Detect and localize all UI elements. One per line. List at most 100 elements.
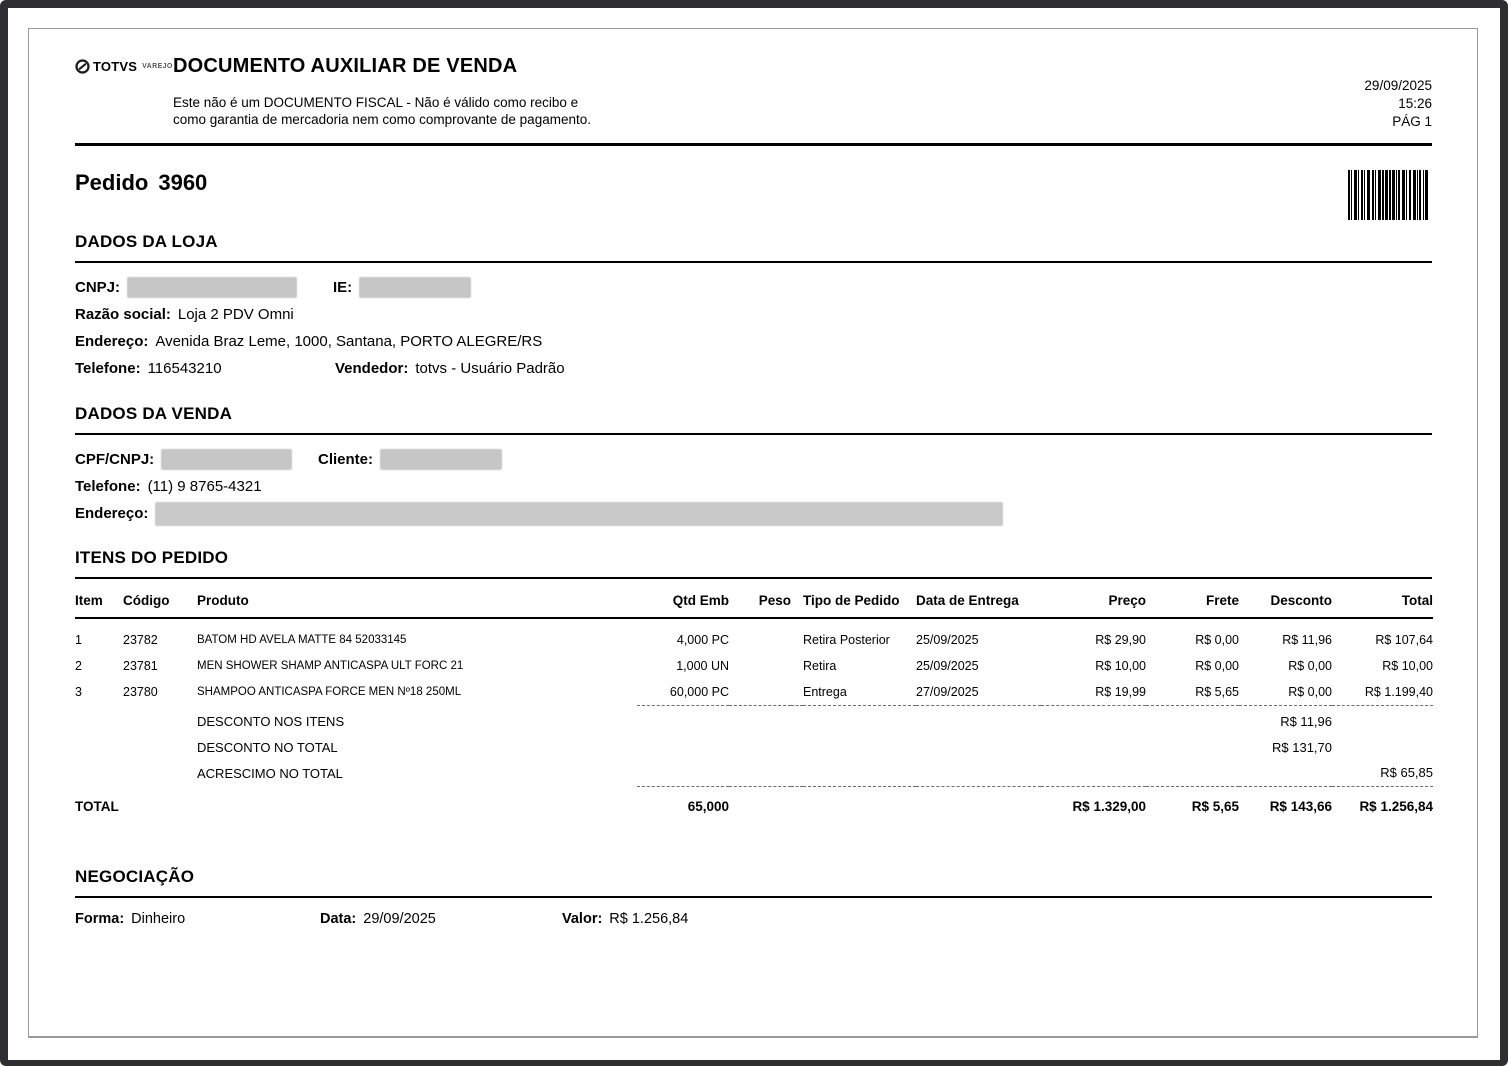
sale-endereco-label: Endereço: <box>75 505 149 522</box>
item-1-produto: BATOM HD AVELA MATTE 84 52033145 <box>197 634 407 646</box>
store-telefone-value: 116543210 <box>147 360 222 377</box>
order-title-label: Pedido <box>75 170 149 195</box>
item-3-produto: SHAMPOO ANTICASPA FORCE MEN Nº18 250ML <box>197 686 462 698</box>
order-row: Pedido 3960 <box>75 170 1432 220</box>
item-1-entrega: 25/09/2025 <box>916 633 979 647</box>
item-1-total: R$ 107,64 <box>1375 633 1433 647</box>
adj-acrescimo-desconto <box>1239 760 1332 786</box>
items-header-row: Item Código Produto Qtd Emb Peso Tipo de… <box>75 585 1433 619</box>
col-data-entrega: Data de Entrega <box>916 585 1041 619</box>
items-section-divider <box>75 577 1432 579</box>
sale-section-divider <box>75 433 1432 435</box>
item-3-entrega: 27/09/2025 <box>916 684 979 699</box>
item-1-tipo: Retira Posterior <box>803 633 890 647</box>
store-telefone-field: Telefone: 116543210 <box>75 360 335 377</box>
store-row-razao: Razão social: Loja 2 PDV Omni <box>75 301 1432 328</box>
total-frete: R$ 5,65 <box>1191 798 1239 814</box>
item-3-codigo: 23780 <box>123 685 158 699</box>
store-cnpj-field: CNPJ: <box>75 277 333 298</box>
negotiation-forma-value: Dinheiro <box>131 911 186 927</box>
negotiation-valor-label: Valor: <box>562 911 603 927</box>
item-3-frete: R$ 5,65 <box>1195 684 1239 699</box>
col-codigo: Código <box>123 585 197 619</box>
item-3-desconto: R$ 0,00 <box>1288 684 1332 699</box>
item-2-total: R$ 10,00 <box>1382 659 1433 673</box>
negotiation-section-divider <box>75 896 1432 898</box>
negotiation-section-title: NEGOCIAÇÃO <box>75 867 195 886</box>
items-section: ITENS DO PEDIDO Item Código Produto Qtd … <box>75 548 1433 823</box>
item-2-entrega: 25/09/2025 <box>916 659 979 673</box>
logo-brand-text: TOTVS <box>93 59 138 74</box>
adjustment-row-acrescimo-total: ACRESCIMO NO TOTAL R$ 65,85 <box>75 760 1433 786</box>
item-2-frete: R$ 0,00 <box>1195 659 1239 673</box>
total-preco: R$ 1.329,00 <box>1072 798 1146 814</box>
item-2-preco: R$ 10,00 <box>1095 659 1146 673</box>
sale-cpf-label: CPF/CNPJ: <box>75 451 155 468</box>
items-dashed-divider-top <box>75 704 1433 708</box>
items-total-row: TOTAL 65,000 R$ 1.329,00 R$ 5,65 R$ 143,… <box>75 789 1433 823</box>
sale-endereco-redacted <box>155 501 1004 526</box>
col-total: Total <box>1332 585 1433 619</box>
total-desconto: R$ 143,66 <box>1269 798 1332 814</box>
item-2-codigo: 23781 <box>123 659 158 673</box>
negotiation-valor-field: Valor: R$ 1.256,84 <box>562 911 688 927</box>
col-preco: Preço <box>1041 585 1146 619</box>
sale-telefone-value: (11) 9 8765-4321 <box>147 478 262 495</box>
header-center: DOCUMENTO AUXILIAR DE VENDA Este não é u… <box>173 55 1292 128</box>
store-endereco-label: Endereço: <box>75 333 149 350</box>
store-section: DADOS DA LOJA CNPJ: IE: Razão social: Lo… <box>75 232 1432 382</box>
store-row-cnpj: CNPJ: IE: <box>75 274 1432 301</box>
item-2-desconto: R$ 0,00 <box>1288 659 1332 673</box>
item-2-produto: MEN SHOWER SHAMP ANTICASPA ULT FORC 21 <box>197 660 464 672</box>
item-2-qtd: 1,000 UN <box>676 659 729 673</box>
item-3-total: R$ 1.199,40 <box>1364 684 1433 699</box>
negotiation-forma-field: Forma: Dinheiro <box>75 911 320 927</box>
sale-section-title: DADOS DA VENDA <box>75 404 233 423</box>
adjustment-row-desconto-total: DESCONTO NO TOTAL R$ 131,70 <box>75 734 1433 760</box>
item-1-desconto: R$ 11,96 <box>1282 633 1332 647</box>
store-section-title: DADOS DA LOJA <box>75 232 218 251</box>
header-divider <box>75 143 1432 146</box>
negotiation-data-value: 29/09/2025 <box>363 911 436 927</box>
store-cnpj-redacted <box>127 277 298 298</box>
item-row-3: 3 23780 SHAMPOO ANTICASPA FORCE MEN Nº18… <box>75 679 1433 705</box>
col-desconto: Desconto <box>1239 585 1332 619</box>
print-date: 29/09/2025 <box>1364 78 1432 93</box>
sale-cliente-redacted <box>380 449 503 470</box>
adj-acrescimo-total-value: R$ 65,85 <box>1380 765 1433 781</box>
item-1-num: 1 <box>75 633 82 647</box>
sale-section: DADOS DA VENDA CPF/CNPJ: Cliente: Telefo… <box>75 404 1432 527</box>
adj-acrescimo-total-label: ACRESCIMO NO TOTAL <box>197 765 343 781</box>
store-ie-label: IE: <box>333 279 353 296</box>
page-number: PÁG 1 <box>1392 114 1432 129</box>
store-row-telefone: Telefone: 116543210 Vendedor: totvs - Us… <box>75 355 1432 382</box>
item-3-num: 3 <box>75 685 82 699</box>
items-section-title: ITENS DO PEDIDO <box>75 548 229 567</box>
total-label: TOTAL <box>75 798 119 814</box>
store-razao-value: Loja 2 PDV Omni <box>177 306 294 323</box>
adjustment-row-desconto-itens: DESCONTO NOS ITENS R$ 11,96 <box>75 708 1433 734</box>
order-title: Pedido 3960 <box>75 170 207 195</box>
item-1-peso <box>729 627 791 653</box>
item-2-tipo: Retira <box>803 659 837 673</box>
negotiation-section: NEGOCIAÇÃO Forma: Dinheiro Data: 29/09/2… <box>75 867 1432 927</box>
item-row-2: 2 23781 MEN SHOWER SHAMP ANTICASPA ULT F… <box>75 653 1433 679</box>
barcode <box>1348 170 1430 225</box>
negotiation-data-label: Data: <box>320 911 357 927</box>
sale-row-cpf: CPF/CNPJ: Cliente: <box>75 446 1432 473</box>
item-1-frete: R$ 0,00 <box>1195 633 1239 647</box>
col-frete: Frete <box>1146 585 1239 619</box>
store-vendedor-value: totvs - Usuário Padrão <box>415 360 565 377</box>
negotiation-valor-value: R$ 1.256,84 <box>609 911 689 927</box>
disclaimer-text: Este não é um DOCUMENTO FISCAL - Não é v… <box>173 94 1292 128</box>
store-row-endereco: Endereço: Avenida Braz Leme, 1000, Santa… <box>75 328 1432 355</box>
sale-cpf-redacted <box>161 449 293 470</box>
store-ie-redacted <box>359 277 472 298</box>
document-header: TOTVS VAREJO DOCUMENTO AUXILIAR DE VENDA… <box>75 55 1432 131</box>
items-dashed-divider-bottom <box>75 785 1433 789</box>
store-razao-label: Razão social: <box>75 306 171 323</box>
store-vendedor-field: Vendedor: totvs - Usuário Padrão <box>335 360 565 377</box>
adj-desconto-total-value: R$ 131,70 <box>1272 739 1332 755</box>
print-time: 15:26 <box>1398 96 1432 111</box>
document-page: TOTVS VAREJO DOCUMENTO AUXILIAR DE VENDA… <box>28 28 1478 1038</box>
